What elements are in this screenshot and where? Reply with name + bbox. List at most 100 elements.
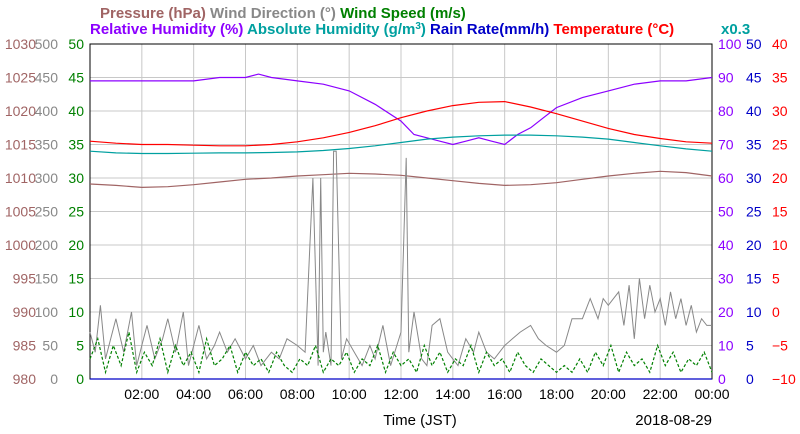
tick-label-rel-hum: 40 <box>718 237 734 253</box>
x-tick-label: 06:00 <box>228 386 263 402</box>
legend-row-2: Relative Humidity (%) Absolute Humidity … <box>90 21 674 39</box>
series-line-5 <box>89 134 713 155</box>
tick-label-temp: 25 <box>772 137 788 153</box>
tick-label-pressure: 985 <box>13 338 37 354</box>
tick-label-rel-hum: 100 <box>718 36 742 52</box>
tick-label-pressure: 1030 <box>5 36 36 52</box>
tick-label-wind-speed: 40 <box>68 103 84 119</box>
tick-label-temp: 35 <box>772 70 788 86</box>
tick-label-wind-dir: 250 <box>35 204 59 220</box>
series-line-3 <box>89 331 713 375</box>
tick-label-pressure: 1025 <box>5 70 36 86</box>
tick-label-wind-speed: 15 <box>68 271 84 287</box>
tick-label-wind-speed: 0 <box>76 371 84 387</box>
tick-label-rain: 10 <box>746 304 762 320</box>
chart-axes: 1030102510201015101010051000995990985980… <box>5 36 796 402</box>
tick-label-wind-speed: 50 <box>68 36 84 52</box>
tick-label-rain: 25 <box>746 204 762 220</box>
tick-label-rel-hum: 20 <box>718 304 734 320</box>
series-line-1 <box>89 170 713 189</box>
x-tick-label: 10:00 <box>332 386 367 402</box>
tick-label-wind-dir: 0 <box>50 371 58 387</box>
tick-label-rel-hum: 10 <box>718 338 734 354</box>
x-tick-label: 14:00 <box>435 386 470 402</box>
tick-label-wind-speed: 5 <box>76 338 84 354</box>
tick-label-rain: 40 <box>746 103 762 119</box>
series-line-2 <box>89 150 712 367</box>
x-tick-label: 12:00 <box>383 386 418 402</box>
tick-label-wind-dir: 50 <box>42 338 58 354</box>
chart-legend: Pressure (hPa) Wind Direction (°) Wind S… <box>90 5 750 38</box>
tick-label-temp: −10 <box>772 371 796 387</box>
tick-label-pressure: 980 <box>13 371 37 387</box>
tick-label-rain: 45 <box>746 70 762 86</box>
legend-item: Wind Direction (°) <box>206 5 336 22</box>
x-tick-label: 16:00 <box>487 386 522 402</box>
legend-item: Wind Speed (m/s) <box>336 5 466 22</box>
tick-label-pressure: 995 <box>13 271 37 287</box>
tick-label-rel-hum: 90 <box>718 70 734 86</box>
tick-label-pressure: 1000 <box>5 237 36 253</box>
tick-label-wind-speed: 30 <box>68 170 84 186</box>
tick-label-rain: 50 <box>746 36 762 52</box>
tick-label-rel-hum: 60 <box>718 170 734 186</box>
tick-label-wind-dir: 400 <box>35 103 59 119</box>
tick-label-temp: 30 <box>772 103 788 119</box>
abs-humidity-scale-note: x0.3 <box>721 21 750 38</box>
tick-label-wind-dir: 100 <box>35 304 59 320</box>
tick-label-pressure: 990 <box>13 304 37 320</box>
tick-label-temp: 20 <box>772 170 788 186</box>
tick-label-wind-speed: 10 <box>68 304 84 320</box>
series-line-7 <box>89 100 713 147</box>
chart-series <box>89 73 713 380</box>
tick-label-temp: 40 <box>772 36 788 52</box>
x-tick-label: 04:00 <box>176 386 211 402</box>
tick-label-wind-dir: 150 <box>35 271 59 287</box>
tick-label-wind-dir: 500 <box>35 36 59 52</box>
tick-label-wind-dir: 350 <box>35 137 59 153</box>
tick-label-pressure: 1010 <box>5 170 36 186</box>
tick-label-rain: 5 <box>746 338 754 354</box>
chart-date: 2018-08-29 <box>635 412 712 429</box>
tick-label-wind-dir: 300 <box>35 170 59 186</box>
x-tick-label: 22:00 <box>643 386 678 402</box>
tick-label-wind-dir: 200 <box>35 237 59 253</box>
legend-item: Relative Humidity (%) <box>90 21 243 38</box>
tick-label-rel-hum: 80 <box>718 103 734 119</box>
tick-label-rel-hum: 50 <box>718 204 734 220</box>
tick-label-wind-speed: 25 <box>68 204 84 220</box>
legend-item: Absolute Humidity (g/m <box>243 21 415 38</box>
tick-label-wind-speed: 45 <box>68 70 84 86</box>
x-axis-label: Time (JST) <box>383 412 457 429</box>
chart-footer: Time (JST) 2018-08-29 <box>383 412 712 429</box>
tick-label-rain: 15 <box>746 271 762 287</box>
legend-item: Temperature (°C) <box>549 21 674 38</box>
x-tick-label: 08:00 <box>280 386 315 402</box>
tick-label-rel-hum: 0 <box>718 371 726 387</box>
legend-item-sup: 3 <box>415 21 421 32</box>
x-tick-label: 18:00 <box>539 386 574 402</box>
legend-item: Rain Rate(mm/h) <box>426 21 549 38</box>
tick-label-temp: 10 <box>772 237 788 253</box>
tick-label-rel-hum: 70 <box>718 137 734 153</box>
legend-item-close: ) <box>421 21 426 38</box>
x-tick-label: 20:00 <box>591 386 626 402</box>
tick-label-rel-hum: 30 <box>718 271 734 287</box>
tick-label-pressure: 1020 <box>5 103 36 119</box>
tick-label-rain: 20 <box>746 237 762 253</box>
x-tick-label: 00:00 <box>694 386 729 402</box>
tick-label-rain: 35 <box>746 137 762 153</box>
tick-label-rain: 30 <box>746 170 762 186</box>
series-line-4 <box>90 73 713 146</box>
tick-label-wind-speed: 20 <box>68 237 84 253</box>
tick-label-temp: 15 <box>772 204 788 220</box>
tick-label-pressure: 1005 <box>5 204 36 220</box>
x-tick-label: 02:00 <box>124 386 159 402</box>
tick-label-temp: 0 <box>772 304 780 320</box>
legend-row-1: Pressure (hPa) Wind Direction (°) Wind S… <box>100 5 466 22</box>
tick-label-temp: −5 <box>772 338 788 354</box>
tick-label-temp: 5 <box>772 271 780 287</box>
tick-label-wind-speed: 35 <box>68 137 84 153</box>
tick-label-wind-dir: 450 <box>35 70 59 86</box>
